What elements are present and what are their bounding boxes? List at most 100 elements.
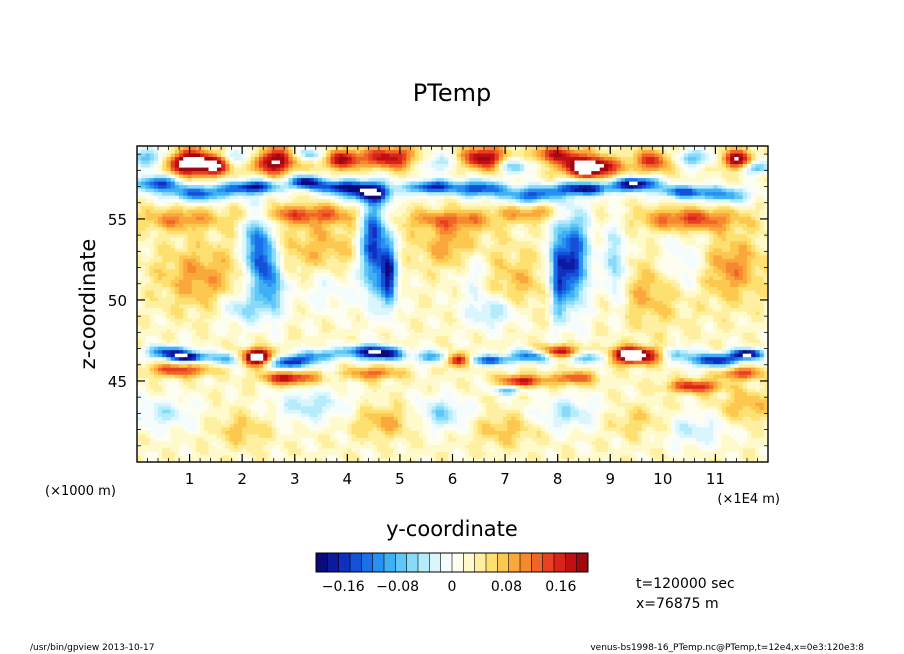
- heatmap-cell: [746, 437, 752, 442]
- heatmap-cell: [654, 377, 660, 382]
- heatmap-cell: [578, 370, 584, 375]
- heatmap-cell: [662, 454, 668, 459]
- heatmap-cell: [347, 391, 353, 396]
- heatmap-cell: [246, 405, 252, 410]
- heatmap-cell: [191, 454, 197, 459]
- heatmap-cell: [612, 367, 618, 372]
- heatmap-cell: [696, 402, 702, 407]
- heatmap-cell: [658, 367, 664, 372]
- heatmap-cell: [549, 360, 554, 365]
- heatmap-cell: [410, 419, 416, 424]
- heatmap-cell: [671, 433, 676, 438]
- heatmap-cell: [149, 405, 155, 410]
- heatmap-cell: [397, 398, 403, 403]
- heatmap-cell: [574, 416, 580, 421]
- heatmap-cell: [292, 349, 298, 354]
- heatmap-cell: [288, 454, 294, 459]
- heatmap-cell: [549, 423, 554, 428]
- heatmap-cell: [179, 360, 184, 365]
- heatmap-cell: [553, 437, 559, 442]
- heatmap-cell: [242, 398, 247, 403]
- heatmap-cell: [305, 381, 310, 386]
- heatmap-cell: [540, 451, 546, 456]
- heatmap-cell: [170, 374, 176, 379]
- heatmap-cell: [267, 454, 273, 459]
- heatmap-cell: [751, 377, 756, 382]
- heatmap-cell: [465, 367, 470, 372]
- heatmap-cell: [511, 398, 517, 403]
- heatmap-cell: [212, 458, 218, 462]
- heatmap-cell: [671, 370, 676, 375]
- heatmap-cell: [359, 437, 365, 442]
- heatmap-cell: [372, 367, 378, 372]
- heatmap-cell: [225, 377, 231, 382]
- heatmap-cell: [532, 346, 538, 351]
- heatmap-cell: [456, 416, 462, 421]
- heatmap-cell: [679, 374, 685, 379]
- heatmap-cell: [359, 451, 365, 456]
- heatmap-cell: [334, 349, 340, 354]
- heatmap-cell: [620, 419, 626, 424]
- heatmap-cell: [275, 377, 281, 382]
- heatmap-cell: [364, 426, 369, 431]
- heatmap-cell: [486, 395, 491, 400]
- heatmap-cell: [372, 426, 378, 431]
- heatmap-cell: [221, 426, 226, 431]
- heatmap-cell: [759, 402, 765, 407]
- heatmap-cell: [271, 370, 277, 375]
- heatmap-cell: [532, 377, 538, 382]
- heatmap-cell: [242, 391, 247, 396]
- heatmap-cell: [755, 363, 761, 368]
- heatmap-cell: [595, 412, 601, 417]
- heatmap-cell: [536, 402, 542, 407]
- heatmap-cell: [166, 353, 172, 358]
- heatmap-cell: [258, 367, 264, 372]
- heatmap-cell: [481, 381, 487, 386]
- heatmap-cell: [721, 377, 727, 382]
- heatmap-cell: [477, 451, 483, 456]
- heatmap-cell: [338, 391, 344, 396]
- heatmap-cell: [221, 346, 226, 351]
- heatmap-cell: [385, 409, 390, 414]
- heatmap-cell: [137, 381, 142, 386]
- heatmap-cell: [153, 433, 159, 438]
- heatmap-cell: [511, 370, 517, 375]
- heatmap-cell: [545, 398, 550, 403]
- heatmap-cell: [599, 353, 605, 358]
- heatmap-cell: [721, 437, 727, 442]
- heatmap-cell: [460, 426, 466, 431]
- heatmap-cell: [229, 356, 235, 361]
- heatmap-cell: [145, 409, 151, 414]
- heatmap-cell: [153, 440, 159, 445]
- heatmap-cell: [343, 398, 348, 403]
- heatmap-cell: [179, 409, 184, 414]
- heatmap-cell: [389, 419, 395, 424]
- heatmap-cell: [309, 454, 315, 459]
- heatmap-cell: [246, 430, 252, 435]
- heatmap-cell: [191, 437, 197, 442]
- heatmap-cell: [435, 349, 441, 354]
- heatmap-cell: [519, 374, 525, 379]
- heatmap-cell: [582, 356, 588, 361]
- heatmap-cell: [650, 363, 655, 368]
- heatmap-cell: [570, 360, 575, 365]
- heatmap-cell: [397, 430, 403, 435]
- heatmap-cell: [582, 388, 588, 393]
- heatmap-cell: [322, 398, 327, 403]
- heatmap-cell: [751, 395, 756, 400]
- heatmap-cell: [309, 447, 315, 452]
- heatmap-cell: [444, 363, 449, 368]
- heatmap-cell: [633, 395, 639, 400]
- heatmap-cell: [158, 451, 163, 456]
- heatmap-cell: [254, 402, 260, 407]
- heatmap-cell: [288, 395, 294, 400]
- heatmap-cell: [380, 430, 386, 435]
- heatmap-cell: [570, 363, 575, 368]
- heatmap-cell: [721, 405, 727, 410]
- heatmap-cell: [149, 426, 155, 431]
- heatmap-cell: [410, 356, 416, 361]
- heatmap-cell: [646, 391, 651, 396]
- heatmap-cell: [528, 377, 533, 382]
- heatmap-cell: [393, 447, 399, 452]
- heatmap-cell: [284, 416, 289, 421]
